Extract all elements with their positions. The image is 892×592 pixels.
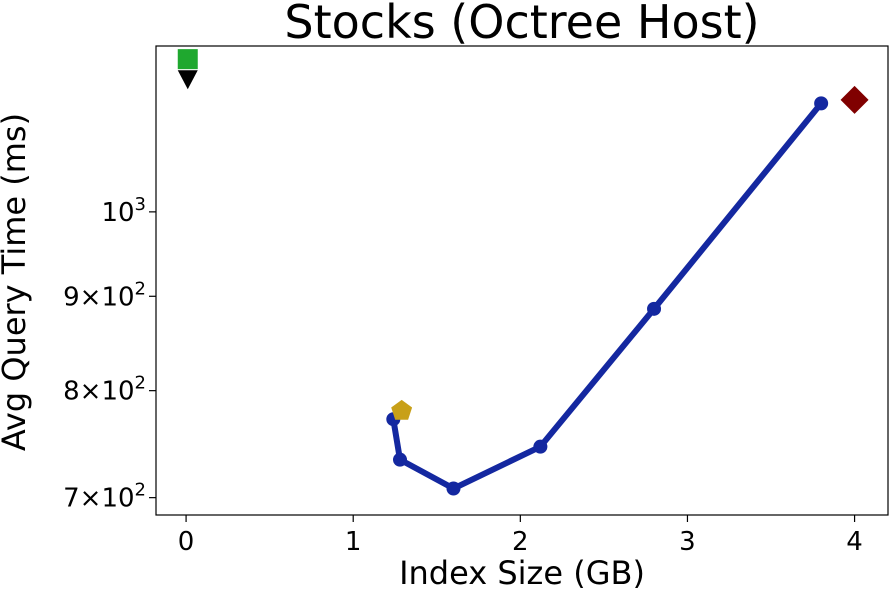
plot-area-frame [155,45,889,516]
series-line [390,100,825,492]
y-axis: 7×102 8×102 9×102 103 [63,194,156,514]
x-tick-label: 0 [178,527,195,557]
x-axis: 0 1 2 3 4 [178,515,863,557]
x-tick-label: 4 [846,527,863,557]
y-tick-label: 9×102 [63,278,146,312]
circle-data-point [446,481,461,496]
x-tick-label: 2 [512,527,529,557]
y-axis-title: Avg Query Time (ms) [0,113,33,451]
y-tick-label: 7×102 [63,480,146,514]
chart-title: Stocks (Octree Host) [284,0,759,49]
diamond-data-point [840,85,869,114]
circle-data-point [533,439,548,454]
x-tick-label: 3 [679,527,696,557]
pentagon-data-point [391,399,413,420]
x-axis-title: Index Size (GB) [399,554,645,592]
triangle-down-data-point [177,70,198,90]
circle-data-point [647,301,662,316]
square-data-point [177,49,198,70]
plot-series [177,49,869,496]
circle-data-point [393,452,407,467]
circle-data-point [814,96,829,111]
y-tick-label: 8×102 [63,373,146,407]
y-tick-label: 103 [101,194,146,228]
x-tick-label: 1 [345,527,362,557]
